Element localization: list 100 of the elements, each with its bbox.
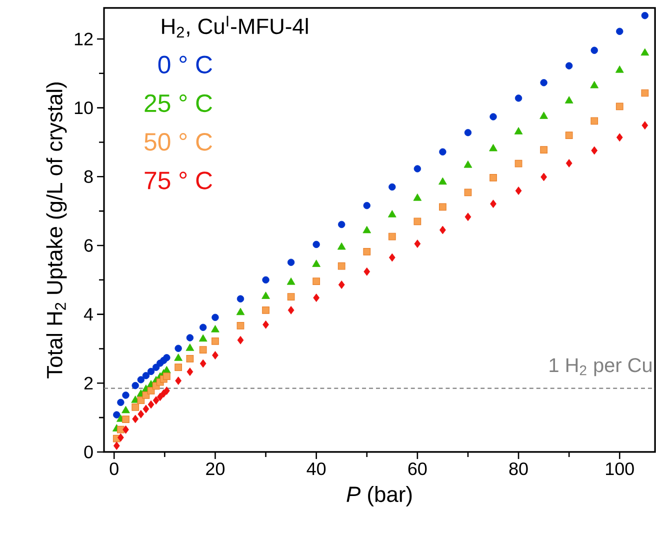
point xyxy=(113,411,120,418)
point xyxy=(464,160,472,168)
point xyxy=(174,364,182,372)
point xyxy=(142,372,150,380)
x-tick-label: 60 xyxy=(408,462,427,476)
point xyxy=(113,442,120,450)
x-axis-title: P (bar) xyxy=(346,486,412,506)
point xyxy=(514,160,522,168)
point xyxy=(287,258,295,266)
point xyxy=(388,232,396,240)
point xyxy=(338,220,346,228)
point xyxy=(438,177,447,185)
point xyxy=(137,376,144,384)
point xyxy=(489,144,498,152)
point xyxy=(175,376,182,385)
point xyxy=(186,344,194,351)
point xyxy=(540,172,547,182)
text: 25 ° C xyxy=(144,94,212,112)
point xyxy=(212,351,218,360)
point xyxy=(132,382,139,390)
text: 50 ° C xyxy=(144,133,212,151)
point xyxy=(288,306,294,314)
point xyxy=(174,354,182,361)
y-tick-label: 12 xyxy=(74,32,93,46)
point xyxy=(236,308,245,316)
point xyxy=(163,372,170,380)
x-tick-label: 40 xyxy=(306,462,326,476)
x-tick-label: 0 xyxy=(110,462,118,476)
point xyxy=(641,89,649,97)
point xyxy=(199,346,207,354)
point xyxy=(163,354,170,362)
point xyxy=(439,203,446,211)
point xyxy=(464,128,472,136)
y-tick-label: 2 xyxy=(84,376,93,390)
point xyxy=(186,334,194,342)
point xyxy=(564,96,574,104)
x-tick-label: 20 xyxy=(206,462,224,476)
point xyxy=(364,267,370,276)
point xyxy=(565,62,573,70)
y-tick-label: 8 xyxy=(84,170,93,183)
point xyxy=(152,396,160,405)
point xyxy=(118,433,124,442)
point xyxy=(490,200,496,208)
y-axis-title: Total H$_{2}$ Uptake (g/L of crystal) xyxy=(46,82,67,378)
point xyxy=(200,359,206,368)
point xyxy=(236,322,244,330)
point xyxy=(313,294,320,302)
point xyxy=(540,146,548,154)
point xyxy=(616,28,624,35)
point xyxy=(312,278,320,285)
point xyxy=(540,79,548,86)
y-tick-label: 0 xyxy=(84,446,93,458)
point xyxy=(312,240,320,248)
legend-title: H$_{2}$, Cu$^{I}$-MFU-4l xyxy=(162,16,308,38)
point xyxy=(338,280,345,289)
point xyxy=(186,368,194,376)
point xyxy=(590,80,599,88)
point xyxy=(212,314,219,321)
point xyxy=(440,226,446,234)
point xyxy=(414,240,421,248)
point xyxy=(262,292,270,299)
point xyxy=(363,248,371,256)
point xyxy=(642,121,648,130)
point xyxy=(515,186,522,195)
point xyxy=(591,146,598,155)
point xyxy=(122,425,129,434)
point xyxy=(439,148,446,156)
point xyxy=(388,253,396,262)
point xyxy=(137,396,145,404)
point xyxy=(338,262,346,270)
point xyxy=(363,202,370,210)
text: 0 ° C xyxy=(158,56,212,74)
point xyxy=(388,183,396,191)
point xyxy=(565,132,573,140)
point xyxy=(148,400,154,409)
point xyxy=(262,276,270,284)
point xyxy=(640,48,650,56)
point xyxy=(132,414,139,424)
point xyxy=(147,368,155,376)
point xyxy=(590,46,598,54)
ref-line-label: 1 H$_{2}$ per Cu xyxy=(550,358,652,376)
point xyxy=(615,66,624,73)
y-tick-label: 10 xyxy=(74,101,93,114)
point xyxy=(540,112,548,119)
point xyxy=(262,320,269,329)
point xyxy=(211,325,220,332)
point xyxy=(142,404,150,414)
point xyxy=(212,337,219,345)
point xyxy=(464,188,472,196)
point xyxy=(164,386,170,395)
point xyxy=(616,102,624,110)
x-tick-label: 100 xyxy=(606,462,634,476)
point xyxy=(122,416,130,423)
y-tick-label: 6 xyxy=(84,239,93,252)
point xyxy=(200,324,207,331)
point xyxy=(117,426,124,434)
point xyxy=(152,364,160,371)
y-tick-label: 4 xyxy=(84,308,93,320)
point xyxy=(388,210,396,218)
point xyxy=(174,344,182,352)
